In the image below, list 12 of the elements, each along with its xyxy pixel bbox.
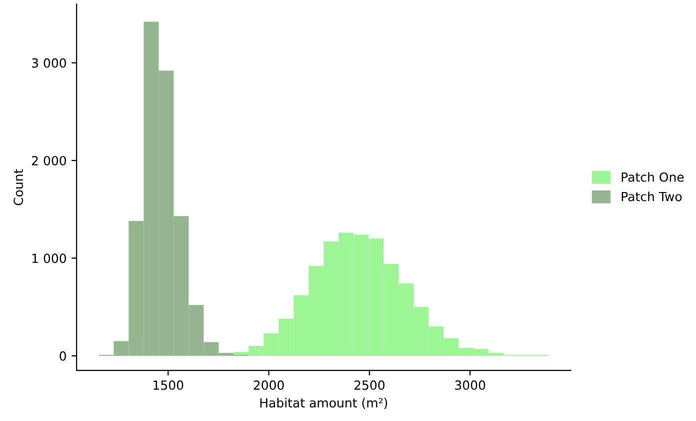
- legend-label: Patch One: [622, 172, 684, 182]
- x-axis-title: Habitat amount (m²): [260, 398, 388, 409]
- x-tick-label: 2500: [354, 380, 385, 390]
- y-tick-label: 0: [60, 351, 66, 361]
- y-tick-label: 3 000: [32, 58, 66, 68]
- x-tick-label: 3000: [455, 380, 486, 390]
- y-tick-label: 2 000: [32, 156, 66, 166]
- legend-label: Patch Two: [622, 192, 682, 202]
- x-tick-label: 2000: [254, 380, 284, 390]
- y-axis-title: Count: [14, 169, 24, 206]
- y-tick-label: 1 000: [32, 254, 66, 264]
- x-tick-label: 1500: [154, 380, 184, 390]
